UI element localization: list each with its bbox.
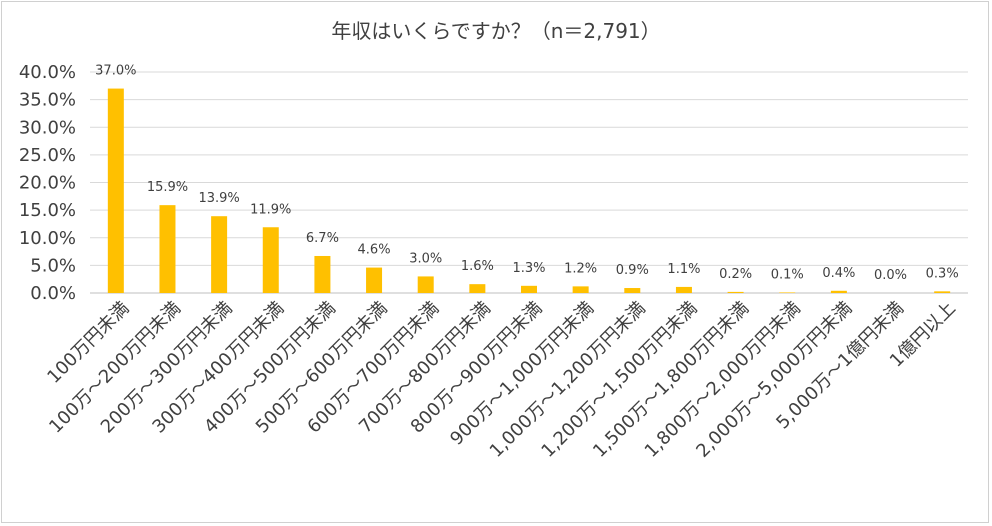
y-tick-label: 15.0% xyxy=(19,200,76,221)
data-label: 1.2% xyxy=(564,261,597,276)
data-label: 4.6% xyxy=(358,243,391,258)
grid-lines xyxy=(90,71,968,294)
bar xyxy=(211,216,228,293)
y-tick-label: 20.0% xyxy=(19,173,76,194)
data-label: 15.9% xyxy=(147,180,188,195)
y-tick-label: 35.0% xyxy=(19,90,76,111)
bar xyxy=(262,227,279,293)
data-label: 1.6% xyxy=(461,259,494,274)
data-label: 6.7% xyxy=(306,231,339,246)
data-label: 3.0% xyxy=(409,251,442,266)
data-label: 0.4% xyxy=(822,266,855,281)
y-tick-label: 0.0% xyxy=(30,283,76,304)
bar xyxy=(366,267,383,293)
data-label: 0.0% xyxy=(874,268,907,283)
data-label: 0.3% xyxy=(926,266,959,281)
x-axis: 100万円未満100万～200万円未満200万～300万円未満300万～400万… xyxy=(43,298,959,462)
data-label: 1.3% xyxy=(512,261,545,276)
y-tick-label: 30.0% xyxy=(19,117,76,138)
bar xyxy=(521,285,537,293)
y-axis: 0.0% 5.0% 10.0% 15.0% 20.0% 25.0% 30.0% 35.0% 40… xyxy=(19,62,76,304)
data-label: 1.1% xyxy=(667,262,700,277)
data-label: 0.1% xyxy=(771,267,804,282)
bar xyxy=(314,255,331,293)
bar xyxy=(675,286,692,293)
y-tick-label: 10.0% xyxy=(19,228,76,249)
bar xyxy=(107,88,124,293)
bar xyxy=(779,292,796,293)
bar xyxy=(159,205,176,293)
bar xyxy=(830,290,847,293)
bar xyxy=(934,291,951,293)
bar xyxy=(469,284,486,293)
data-label: 13.9% xyxy=(198,191,239,206)
data-label: 11.9% xyxy=(250,202,291,217)
bar xyxy=(572,286,589,293)
y-tick-label: 25.0% xyxy=(19,145,76,166)
bars xyxy=(107,88,951,293)
y-tick-label: 5.0% xyxy=(30,255,76,276)
data-label: 0.9% xyxy=(616,263,649,278)
bar xyxy=(624,288,641,293)
data-label: 0.2% xyxy=(719,267,752,282)
bar xyxy=(727,291,744,293)
chart-title: 年収はいくらですか？（n＝2,791） xyxy=(331,19,660,43)
bar xyxy=(417,276,434,293)
data-labels: 37.0% 15.9% 13.9% 11.9% 6.7% 4.6% 3.0% 1.6% 1.3%… xyxy=(95,64,959,283)
data-label: 37.0% xyxy=(95,64,136,79)
y-tick-label: 40.0% xyxy=(19,62,76,83)
